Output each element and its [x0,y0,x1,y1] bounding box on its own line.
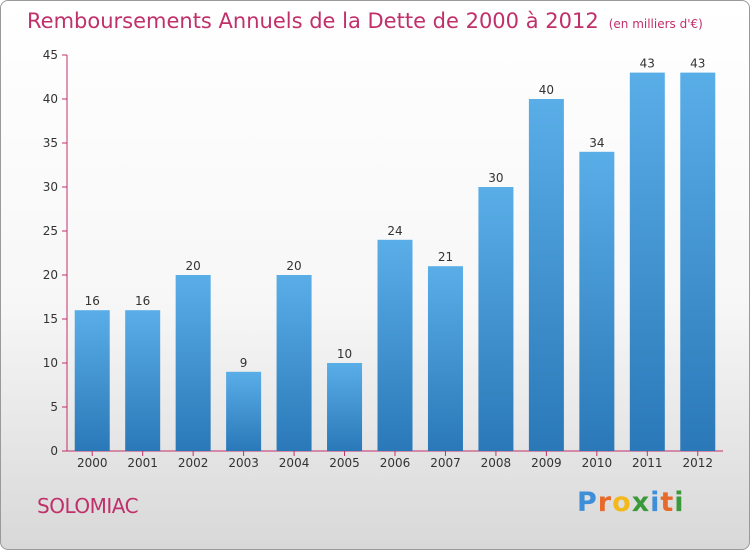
x-tick-label-2005: 2005 [329,456,360,470]
brand-letter: i [674,487,685,518]
chart-unit-label: (en milliers d'€) [608,17,703,31]
x-tick-label-2010: 2010 [582,456,613,470]
label-layer: 2000 16 2001 16 2002 20 2003 9 2004 20 2005 10 2006 2… [77,57,713,470]
brand-letter: o [612,487,632,518]
chart-title: Remboursements Annuels de la Dette de 20… [27,9,703,33]
y-tick-label: 0 [50,444,58,458]
value-label-2000: 16 [85,294,100,308]
x-tick-label-2007: 2007 [430,456,461,470]
commune-name: SOLOMIAC [37,494,139,518]
x-tick-label-2004: 2004 [279,456,310,470]
value-label-2002: 20 [186,259,201,273]
y-tick-label: 5 [50,400,58,414]
brand-letter: P [577,487,598,518]
x-tick-label-2011: 2011 [632,456,663,470]
bar-2004 [276,275,312,451]
chart-title-text: Remboursements Annuels de la Dette de 20… [27,9,599,33]
x-tick-label-2001: 2001 [127,456,158,470]
x-tick-label-2008: 2008 [481,456,512,470]
x-tick-label-2002: 2002 [178,456,209,470]
brand-letter: i [650,487,661,518]
y-tick-label: 35 [43,136,58,150]
bar-2011 [629,72,665,451]
bar-2010 [579,151,615,452]
x-tick-label-2003: 2003 [228,456,259,470]
x-tick-label-2009: 2009 [531,456,562,470]
brand-logo: Proxiti [577,487,685,518]
bar-2006 [377,239,413,451]
y-tick-label: 15 [43,312,58,326]
bar-2005 [327,363,363,451]
value-label-2001: 16 [135,294,150,308]
x-tick-label-2012: 2012 [682,456,713,470]
value-label-2005: 10 [337,347,352,361]
brand-letter: x [631,487,651,518]
x-tick-label-2006: 2006 [380,456,411,470]
axis-layer: 0 5 10 15 20 25 30 35 40 45 [43,48,723,458]
bar-2008 [478,187,514,451]
y-tick-label: 20 [43,268,58,282]
bar-2000 [74,310,110,451]
bar-2012 [680,72,716,451]
y-tick-label: 10 [43,356,58,370]
bar-2003 [226,371,262,451]
x-tick-label-2000: 2000 [77,456,108,470]
value-label-2012: 43 [690,57,705,71]
brand-letter: r [597,487,613,518]
y-tick-label: 45 [43,48,58,62]
y-tick-label: 40 [43,92,58,106]
bar-2009 [528,99,564,451]
value-label-2007: 21 [438,250,453,264]
brand-letter: t [660,487,675,518]
value-label-2004: 20 [286,259,301,273]
bar-layer [74,72,716,452]
value-label-2006: 24 [387,224,402,238]
y-tick-label: 30 [43,180,58,194]
value-label-2008: 30 [488,171,503,185]
bar-2007 [427,266,463,451]
bar-2002 [175,275,211,451]
value-label-2009: 40 [539,83,554,97]
y-tick-label: 25 [43,224,58,238]
bar-2001 [125,310,161,451]
value-label-2003: 9 [240,356,248,370]
value-label-2010: 34 [589,136,604,150]
value-label-2011: 43 [640,57,655,71]
